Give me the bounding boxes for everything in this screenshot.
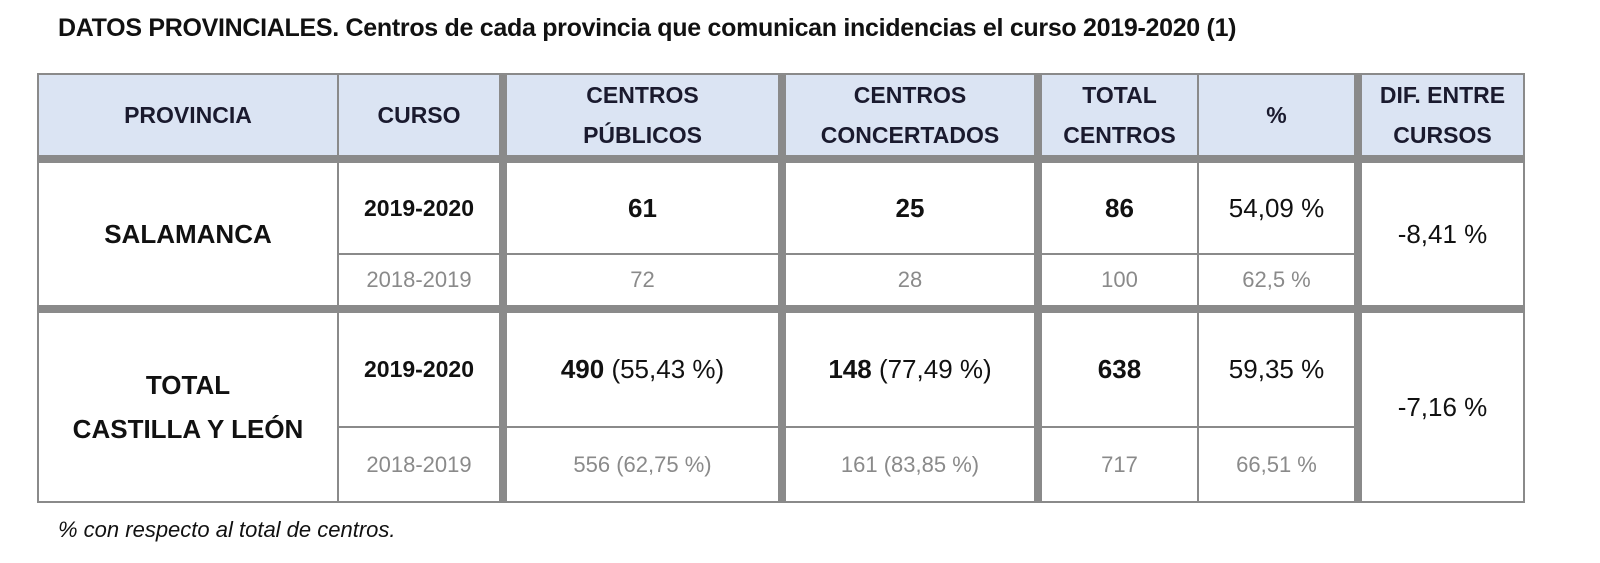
document-title: DATOS PROVINCIALES. Centros de cada prov…	[58, 14, 1237, 42]
header-centros-publicos: CENTROS PÚBLICOS	[499, 73, 783, 163]
curso-cell: 2019-2020	[337, 308, 504, 428]
publicos-cell: 490 (55,43 %)	[499, 308, 783, 428]
total-value: 86	[1105, 192, 1134, 223]
header-publicos-line2: PÚBLICOS	[583, 122, 702, 148]
table-row-salamanca-previous: 2018-2019 72 28 100 62,5 %	[38, 253, 1524, 313]
provincia-name-line2: CASTILLA Y LEÓN	[72, 414, 304, 444]
publicos-value: 490	[560, 354, 605, 384]
table-row-castilla-leon-previous: 2018-2019 556 (62,75 %) 161 (83,85 %) 71…	[38, 426, 1524, 503]
header-provincia-label: PROVINCIA	[124, 102, 252, 128]
header-concertados-line2: CONCERTADOS	[820, 122, 1000, 148]
header-curso-label: CURSO	[377, 102, 461, 128]
percent-cell: 66,51 %	[1197, 426, 1359, 503]
publicos-percent: (55,43 %)	[604, 354, 725, 384]
header-total-line2: CENTROS	[1063, 122, 1176, 148]
header-total-centros: TOTAL CENTROS	[1034, 73, 1199, 163]
provincia-name: SALAMANCA	[104, 219, 272, 249]
provincia-cell-castilla-leon: TOTAL CASTILLA Y LEÓN	[37, 308, 339, 503]
header-provincia: PROVINCIA	[37, 73, 339, 163]
concertados-cell: 161 (83,85 %)	[778, 426, 1039, 503]
header-concertados-line1: CENTROS	[853, 82, 967, 108]
percent-cell: 54,09 %	[1197, 158, 1359, 255]
concertados-percent: (77,49 %)	[871, 354, 992, 384]
total-cell: 100	[1034, 253, 1199, 313]
data-table-container: PROVINCIA CURSO CENTROS PÚBLICOS CENTROS C…	[37, 73, 1525, 511]
total-value: 638	[1097, 354, 1142, 384]
provincia-name-line1: TOTAL	[145, 370, 231, 400]
incidencias-table: PROVINCIA CURSO CENTROS PÚBLICOS CENTROS C…	[37, 73, 1525, 503]
header-centros-concertados: CENTROS CONCERTADOS	[778, 73, 1039, 163]
publicos-cell: 61	[499, 158, 783, 255]
total-cell: 717	[1034, 426, 1199, 503]
concertados-value: 148	[828, 354, 872, 384]
dif-cell-salamanca: -8,41 %	[1354, 158, 1525, 313]
header-percent: %	[1197, 73, 1359, 163]
header-publicos-line1: CENTROS	[586, 82, 699, 108]
publicos-cell: 556 (62,75 %)	[499, 426, 783, 503]
header-total-line1: TOTAL	[1082, 82, 1157, 108]
header-curso: CURSO	[337, 73, 504, 163]
table-row-salamanca-current: SALAMANCA 2019-2020 61 25 86 54,09 % -8,…	[37, 158, 1525, 313]
table-row-castilla-leon-current: TOTAL CASTILLA Y LEÓN 2019-2020 490 (55,…	[37, 308, 1525, 503]
concertados-cell: 25	[778, 158, 1039, 255]
header-dif-line2: CURSOS	[1393, 122, 1492, 148]
curso-cell: 2018-2019	[337, 426, 504, 503]
concertados-value: 25	[895, 192, 925, 223]
concertados-cell: 148 (77,49 %)	[778, 308, 1039, 428]
percent-cell: 62,5 %	[1197, 253, 1359, 313]
dif-cell-castilla-leon: -7,16 %	[1354, 308, 1525, 503]
curso-cell: 2019-2020	[337, 158, 504, 255]
publicos-value: 61	[628, 192, 657, 223]
provincia-cell-salamanca: SALAMANCA	[37, 158, 339, 313]
publicos-cell: 72	[499, 253, 783, 313]
percent-cell: 59,35 %	[1197, 308, 1359, 428]
header-dif-entre-cursos: DIF. ENTRE CURSOS	[1354, 73, 1525, 163]
header-row: PROVINCIA CURSO CENTROS PÚBLICOS CENTROS C…	[37, 73, 1525, 163]
footnote: % con respecto al total de centros.	[58, 517, 396, 542]
header-dif-line1: DIF. ENTRE	[1379, 82, 1506, 108]
total-cell: 86	[1034, 158, 1199, 255]
header-percent-label: %	[1266, 102, 1287, 128]
concertados-cell: 28	[778, 253, 1039, 313]
total-cell: 638	[1034, 308, 1199, 428]
curso-cell: 2018-2019	[337, 253, 504, 313]
